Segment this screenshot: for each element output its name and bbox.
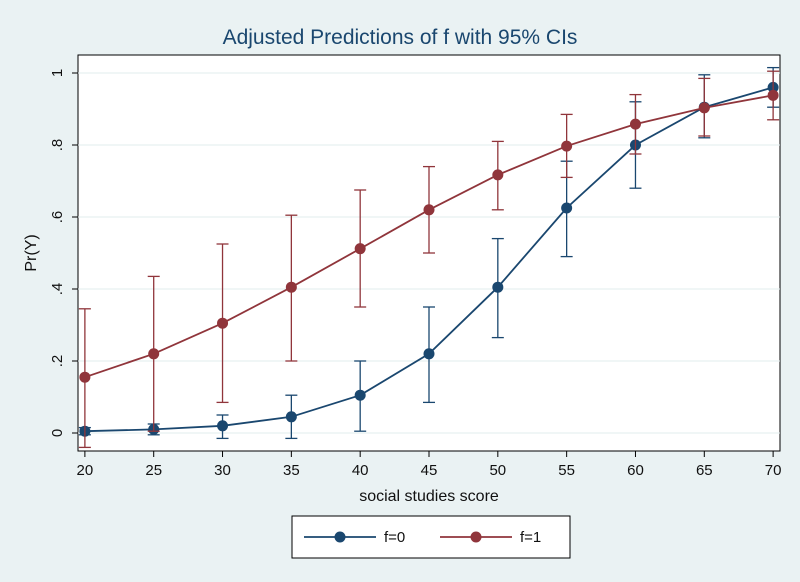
- x-axis-title: social studies score: [359, 488, 499, 505]
- y-tick-label: 0: [49, 429, 66, 437]
- data-point: [285, 281, 297, 293]
- chart-title: Adjusted Predictions of f with 95% CIs: [223, 26, 578, 49]
- data-point: [492, 169, 504, 181]
- legend-label: f=0: [384, 529, 405, 546]
- legend-marker: [334, 531, 346, 543]
- data-point: [79, 371, 91, 383]
- data-point: [767, 89, 779, 101]
- x-tick-label: 25: [145, 462, 162, 479]
- data-point: [698, 102, 710, 114]
- y-tick-label: .4: [49, 283, 66, 296]
- data-point: [423, 204, 435, 216]
- legend: f=0 f=1: [291, 515, 571, 559]
- x-tick-label: 55: [558, 462, 575, 479]
- data-point: [217, 420, 229, 432]
- y-tick-label: .2: [49, 355, 66, 368]
- legend-marker: [470, 531, 482, 543]
- x-tick-label: 40: [352, 462, 369, 479]
- y-tick-label: 1: [49, 69, 66, 77]
- axes: 0 .2 .4 .6 .8 1 20 25 30 35 40 45 50 55 60 65 70: [49, 69, 781, 479]
- data-point: [423, 348, 435, 360]
- data-point: [354, 389, 366, 401]
- x-tick-label: 65: [696, 462, 713, 479]
- y-axis-title: Pr(Y): [23, 234, 40, 271]
- data-point: [629, 118, 641, 130]
- data-point: [354, 243, 366, 255]
- data-point: [561, 140, 573, 152]
- x-tick-label: 50: [489, 462, 506, 479]
- series-2: [78, 70, 780, 449]
- x-tick-label: 30: [214, 462, 231, 479]
- x-tick-label: 70: [765, 462, 782, 479]
- data-point: [148, 348, 160, 360]
- y-tick-label: .6: [49, 211, 66, 224]
- legend-label: f=1: [520, 529, 541, 546]
- data-point: [561, 202, 573, 214]
- x-tick-label: 45: [421, 462, 438, 479]
- data-point: [217, 317, 229, 329]
- x-tick-label: 20: [77, 462, 94, 479]
- data-point: [285, 411, 297, 423]
- data-point: [492, 281, 504, 293]
- y-tick-label: .8: [49, 139, 66, 152]
- x-tick-label: 35: [283, 462, 300, 479]
- series-layer: [78, 66, 780, 449]
- x-tick-label: 60: [627, 462, 644, 479]
